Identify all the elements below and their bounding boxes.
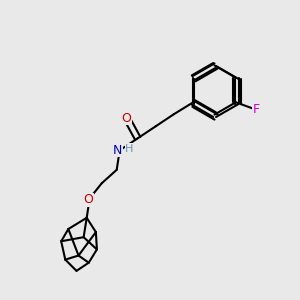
Text: O: O [122,112,131,125]
Text: H: H [125,144,134,154]
Text: N: N [112,144,122,157]
Text: O: O [83,193,93,206]
Text: F: F [253,103,260,116]
